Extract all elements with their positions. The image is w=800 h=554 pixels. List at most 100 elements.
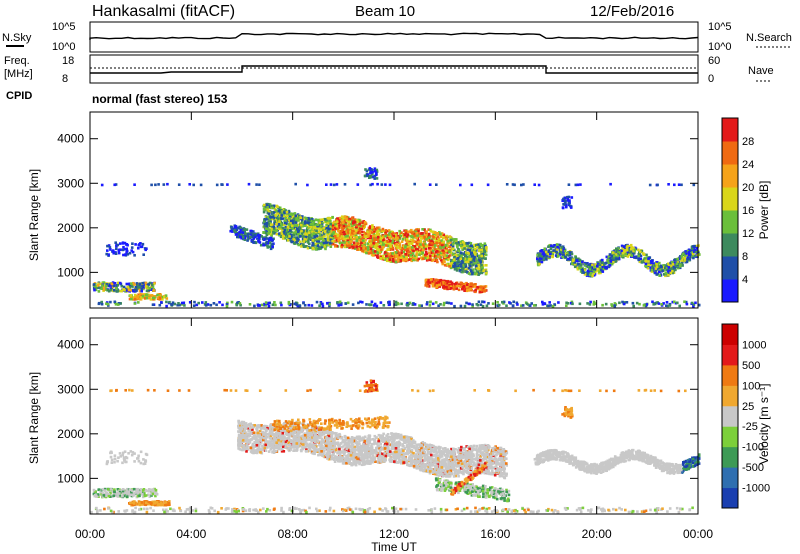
power-cell bbox=[470, 283, 473, 287]
power-cell bbox=[688, 249, 692, 253]
power-cell bbox=[284, 226, 288, 229]
power-cell bbox=[295, 241, 298, 244]
power-cell bbox=[482, 287, 485, 290]
power-cell bbox=[511, 183, 515, 186]
power-cell bbox=[271, 238, 274, 242]
power-cell bbox=[376, 244, 379, 248]
nave-label: Nave bbox=[748, 65, 774, 77]
nsearch-label: N.Search bbox=[746, 32, 792, 44]
power-cell bbox=[402, 259, 405, 262]
power-cell bbox=[297, 219, 300, 222]
power-cell bbox=[445, 257, 448, 261]
power-cell bbox=[334, 226, 337, 230]
power-cell bbox=[460, 245, 464, 249]
power-cell bbox=[690, 301, 694, 305]
power-cell bbox=[474, 290, 477, 294]
power-cell bbox=[454, 263, 457, 267]
power-cell bbox=[387, 229, 391, 232]
power-cell bbox=[389, 256, 392, 259]
power-cell bbox=[553, 303, 556, 306]
power-cell bbox=[325, 226, 329, 230]
power-cell bbox=[137, 284, 140, 288]
power-cell bbox=[363, 250, 366, 254]
power-cell bbox=[403, 229, 406, 232]
power-cell bbox=[574, 183, 578, 187]
power-cell bbox=[258, 241, 262, 244]
power-cell bbox=[483, 250, 486, 253]
power-cell bbox=[177, 183, 181, 186]
power-cell bbox=[288, 213, 291, 217]
power-cell bbox=[637, 248, 640, 252]
power-cell bbox=[432, 252, 435, 256]
power-cell bbox=[538, 257, 542, 260]
power-cell bbox=[420, 245, 423, 249]
power-cell bbox=[146, 283, 150, 287]
power-cell bbox=[684, 250, 687, 253]
power-cell bbox=[137, 243, 141, 247]
power-cell bbox=[463, 289, 466, 292]
power-cell bbox=[239, 235, 242, 239]
power-cell bbox=[304, 233, 308, 236]
power-cell bbox=[623, 247, 627, 251]
power-cell bbox=[374, 238, 377, 241]
velocity-cell bbox=[381, 436, 384, 440]
power-cell bbox=[547, 304, 550, 308]
power-cell bbox=[241, 231, 245, 234]
power-cell bbox=[266, 246, 270, 249]
power-cell bbox=[299, 235, 302, 238]
power-cell bbox=[453, 258, 456, 261]
power-cell bbox=[271, 214, 274, 217]
power-cell bbox=[404, 246, 407, 249]
power-cell bbox=[239, 226, 243, 230]
power-cell bbox=[353, 244, 356, 247]
power-cell bbox=[549, 252, 552, 256]
power-cell bbox=[471, 268, 475, 272]
power-cell bbox=[679, 255, 682, 258]
power-cell bbox=[105, 302, 108, 305]
power-cell bbox=[479, 260, 483, 264]
power-cell bbox=[673, 262, 677, 265]
power-cell bbox=[437, 250, 440, 254]
power-cell bbox=[473, 272, 477, 276]
power-cell bbox=[541, 303, 545, 306]
power-cell bbox=[438, 285, 442, 288]
power-cell bbox=[314, 233, 318, 236]
power-cell bbox=[126, 289, 130, 293]
power-cell bbox=[408, 301, 412, 305]
power-cell bbox=[564, 201, 567, 205]
power-cell bbox=[405, 252, 409, 256]
power-cell bbox=[392, 232, 395, 235]
power-cell bbox=[117, 251, 121, 255]
power-cell bbox=[426, 256, 429, 260]
power-cell bbox=[292, 219, 295, 222]
power-cell bbox=[290, 233, 293, 237]
power-cell bbox=[356, 231, 359, 234]
power-cell bbox=[612, 257, 616, 260]
power-cell bbox=[563, 196, 566, 200]
power-cell bbox=[486, 183, 490, 187]
power-cell bbox=[398, 246, 402, 250]
power-cell bbox=[283, 232, 287, 236]
power-cell bbox=[435, 239, 438, 242]
power-cell bbox=[293, 236, 297, 240]
power-cell bbox=[322, 233, 326, 237]
power-cell bbox=[592, 270, 596, 273]
freq-tick-bottom: 8 bbox=[62, 73, 68, 85]
power-cell bbox=[661, 269, 664, 272]
power-cell bbox=[339, 241, 342, 245]
power-cell bbox=[235, 233, 238, 236]
power-cell bbox=[233, 225, 237, 229]
power-cell bbox=[465, 289, 469, 293]
power-cell bbox=[229, 229, 232, 233]
power-cell bbox=[466, 260, 470, 264]
power-cell bbox=[109, 300, 112, 304]
power-cell bbox=[438, 242, 441, 245]
power-cell bbox=[476, 254, 480, 258]
power-colorbar-tick: 20 bbox=[742, 182, 754, 194]
power-cell bbox=[371, 245, 375, 249]
power-cell bbox=[364, 168, 367, 171]
power-cell bbox=[448, 265, 451, 268]
power-cell bbox=[604, 302, 608, 306]
power-cell bbox=[433, 248, 437, 251]
power-cell bbox=[425, 252, 429, 256]
